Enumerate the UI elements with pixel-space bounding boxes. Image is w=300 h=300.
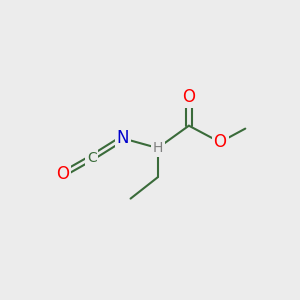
Text: O: O [214, 133, 226, 151]
Text: N: N [116, 129, 129, 147]
Text: C: C [87, 151, 97, 165]
Text: O: O [182, 88, 195, 106]
Text: H: H [153, 141, 163, 155]
Text: O: O [56, 165, 69, 183]
